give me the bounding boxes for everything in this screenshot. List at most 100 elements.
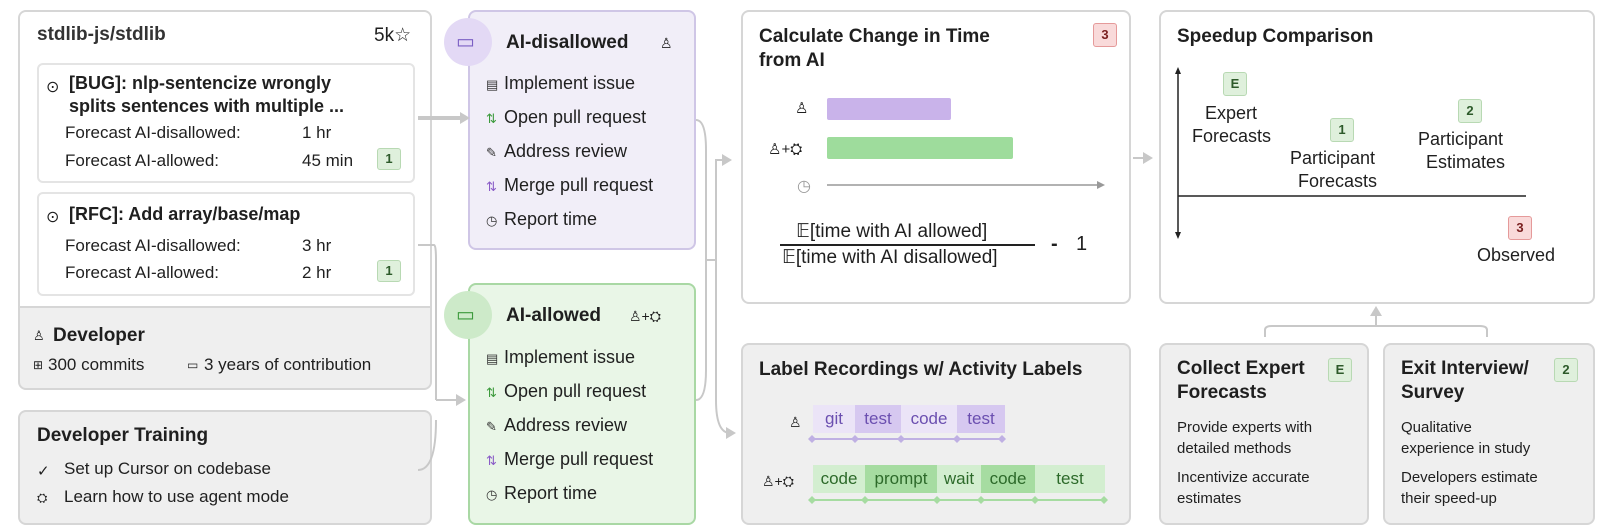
merge-icon: ⇅ [486, 179, 497, 194]
point-label: Participant [1418, 129, 1504, 149]
issue-title-1a: [BUG]: nlp-sentencize wrongly [69, 73, 332, 93]
timeline-row2 [808, 496, 1108, 504]
badge-1: 1 [377, 148, 401, 170]
activity-test: test [957, 405, 1005, 433]
speedup-title: Speedup Comparison [1177, 26, 1374, 47]
clock-icon: ◷ [486, 487, 498, 502]
training-item: Learn how to use agent mode [64, 487, 289, 506]
laptop-icon: ▭ [456, 31, 475, 53]
training-panel [18, 410, 432, 525]
activity-prompt: prompt [865, 465, 937, 493]
edit-icon: ✎ [486, 145, 497, 160]
activity-git: git [813, 405, 855, 433]
step-merge: ⇅ Merge pull request [486, 449, 654, 469]
commit-icon: ⊞ [33, 358, 44, 372]
ai-disallowed-title: AI-disallowed [506, 32, 629, 53]
badge-1: 1 [1330, 118, 1354, 142]
laptop-badge [444, 18, 492, 66]
issue-card-2[interactable] [37, 192, 415, 296]
issue-open-icon: ⊙ [46, 79, 60, 96]
exit-text: Developers estimate [1401, 469, 1538, 486]
step-report: ◷ Report time [486, 483, 598, 503]
time-axis [827, 181, 1105, 189]
training-title: Developer Training [37, 425, 209, 446]
point-label: Participant [1290, 148, 1376, 168]
point-label: Observed [1477, 245, 1556, 265]
document-icon: ▤ [486, 351, 499, 366]
formula-minus: - [1051, 233, 1058, 255]
bar-human [827, 98, 951, 120]
laptop-icon: ▭ [456, 304, 475, 326]
label-title: Label Recordings w/ Activity Labels [759, 359, 1083, 380]
forecast-value: 3 hr [302, 236, 332, 255]
pull-request-icon: ⇅ [486, 111, 497, 126]
forecast-value: 1 hr [302, 123, 332, 142]
laptop-badge [444, 291, 492, 339]
point-label: Forecasts [1192, 126, 1272, 146]
activity-code: code [813, 465, 865, 493]
step-open-pr: ⇅ Open pull request [486, 107, 647, 127]
developer-commits: 300 commits [48, 355, 145, 374]
person-icon: ♙ [660, 35, 673, 51]
speedup-axes [1175, 67, 1526, 239]
activity-code: code [901, 405, 957, 433]
developer-years: 3 years of contribution [204, 355, 372, 374]
issue-title-1b: splits sentences with multiple ... [69, 96, 345, 116]
label-panel [741, 343, 1131, 525]
bar-human-ai [827, 137, 1013, 159]
person-icon: ♙ [33, 328, 45, 343]
badge-1: 1 [377, 260, 401, 282]
badge-3: 3 [1508, 216, 1532, 240]
expert-title-2: Forecasts [1177, 382, 1267, 403]
developer-title: Developer [53, 325, 145, 346]
badge-e: E [1223, 72, 1247, 96]
step-implement: ▤ Implement issue [486, 73, 636, 93]
expert-text: detailed methods [1177, 440, 1292, 457]
expert-text: estimates [1177, 490, 1242, 507]
exit-text: their speed-up [1401, 490, 1497, 507]
forecast-value: 45 min [302, 151, 354, 170]
repo-stars: 5k☆ [374, 25, 412, 46]
badge-2: 2 [1554, 358, 1578, 382]
ai-allowed-title: AI-allowed [506, 305, 602, 326]
badge-2: 2 [1458, 99, 1482, 123]
forecast-label: Forecast AI-disallowed: [65, 236, 241, 255]
calendar-icon: ▭ [187, 358, 199, 372]
merge-icon: ⇅ [486, 453, 497, 468]
expert-text: Incentivize accurate [1177, 469, 1310, 486]
activity-wait: wait [937, 465, 981, 493]
badge-3: 3 [1093, 23, 1117, 47]
calc-title-1: Calculate Change in Time [759, 26, 990, 47]
exit-text: experience in study [1401, 440, 1531, 457]
step-report: ◷ Report time [486, 209, 598, 229]
exit-title-2: Survey [1401, 382, 1465, 403]
issue-card-1[interactable] [37, 63, 415, 183]
activity-test: test [1035, 465, 1105, 493]
step-review: ✎ Address review [486, 141, 628, 161]
formula-one: 1 [1076, 233, 1088, 255]
robot-icon: ⛭ [37, 490, 48, 505]
person-icon: ♙ [789, 414, 802, 430]
issue-open-icon: ⊙ [46, 209, 60, 226]
badge-e: E [1328, 358, 1352, 382]
pull-request-icon: ⇅ [486, 385, 497, 400]
point-label: Forecasts [1298, 171, 1378, 191]
forecast-label: Forecast AI-allowed: [65, 151, 220, 170]
forecast-label: Forecast AI-disallowed: [65, 123, 241, 142]
person-plus-robot-icon: ♙+⛭ [762, 473, 794, 489]
step-open-pr: ⇅ Open pull request [486, 381, 647, 401]
person-plus-robot-icon: ♙+⛭ [768, 141, 803, 158]
forecast-value: 2 hr [302, 263, 332, 282]
issue-title-2: [RFC]: Add array/base/map [69, 204, 301, 224]
step-review: ✎ Address review [486, 415, 628, 435]
person-icon: ♙ [795, 100, 809, 117]
point-label: Expert [1205, 103, 1258, 123]
fraction-bar [780, 244, 1035, 246]
training-item: Set up Cursor on codebase [64, 459, 271, 478]
step-merge: ⇅ Merge pull request [486, 175, 654, 195]
clock-icon: ◷ [797, 178, 811, 195]
expert-title-1: Collect Expert [1177, 358, 1305, 379]
exit-text: Qualitative [1401, 419, 1472, 436]
star-icon: ☆ [394, 25, 412, 46]
activity-test: test [855, 405, 901, 433]
